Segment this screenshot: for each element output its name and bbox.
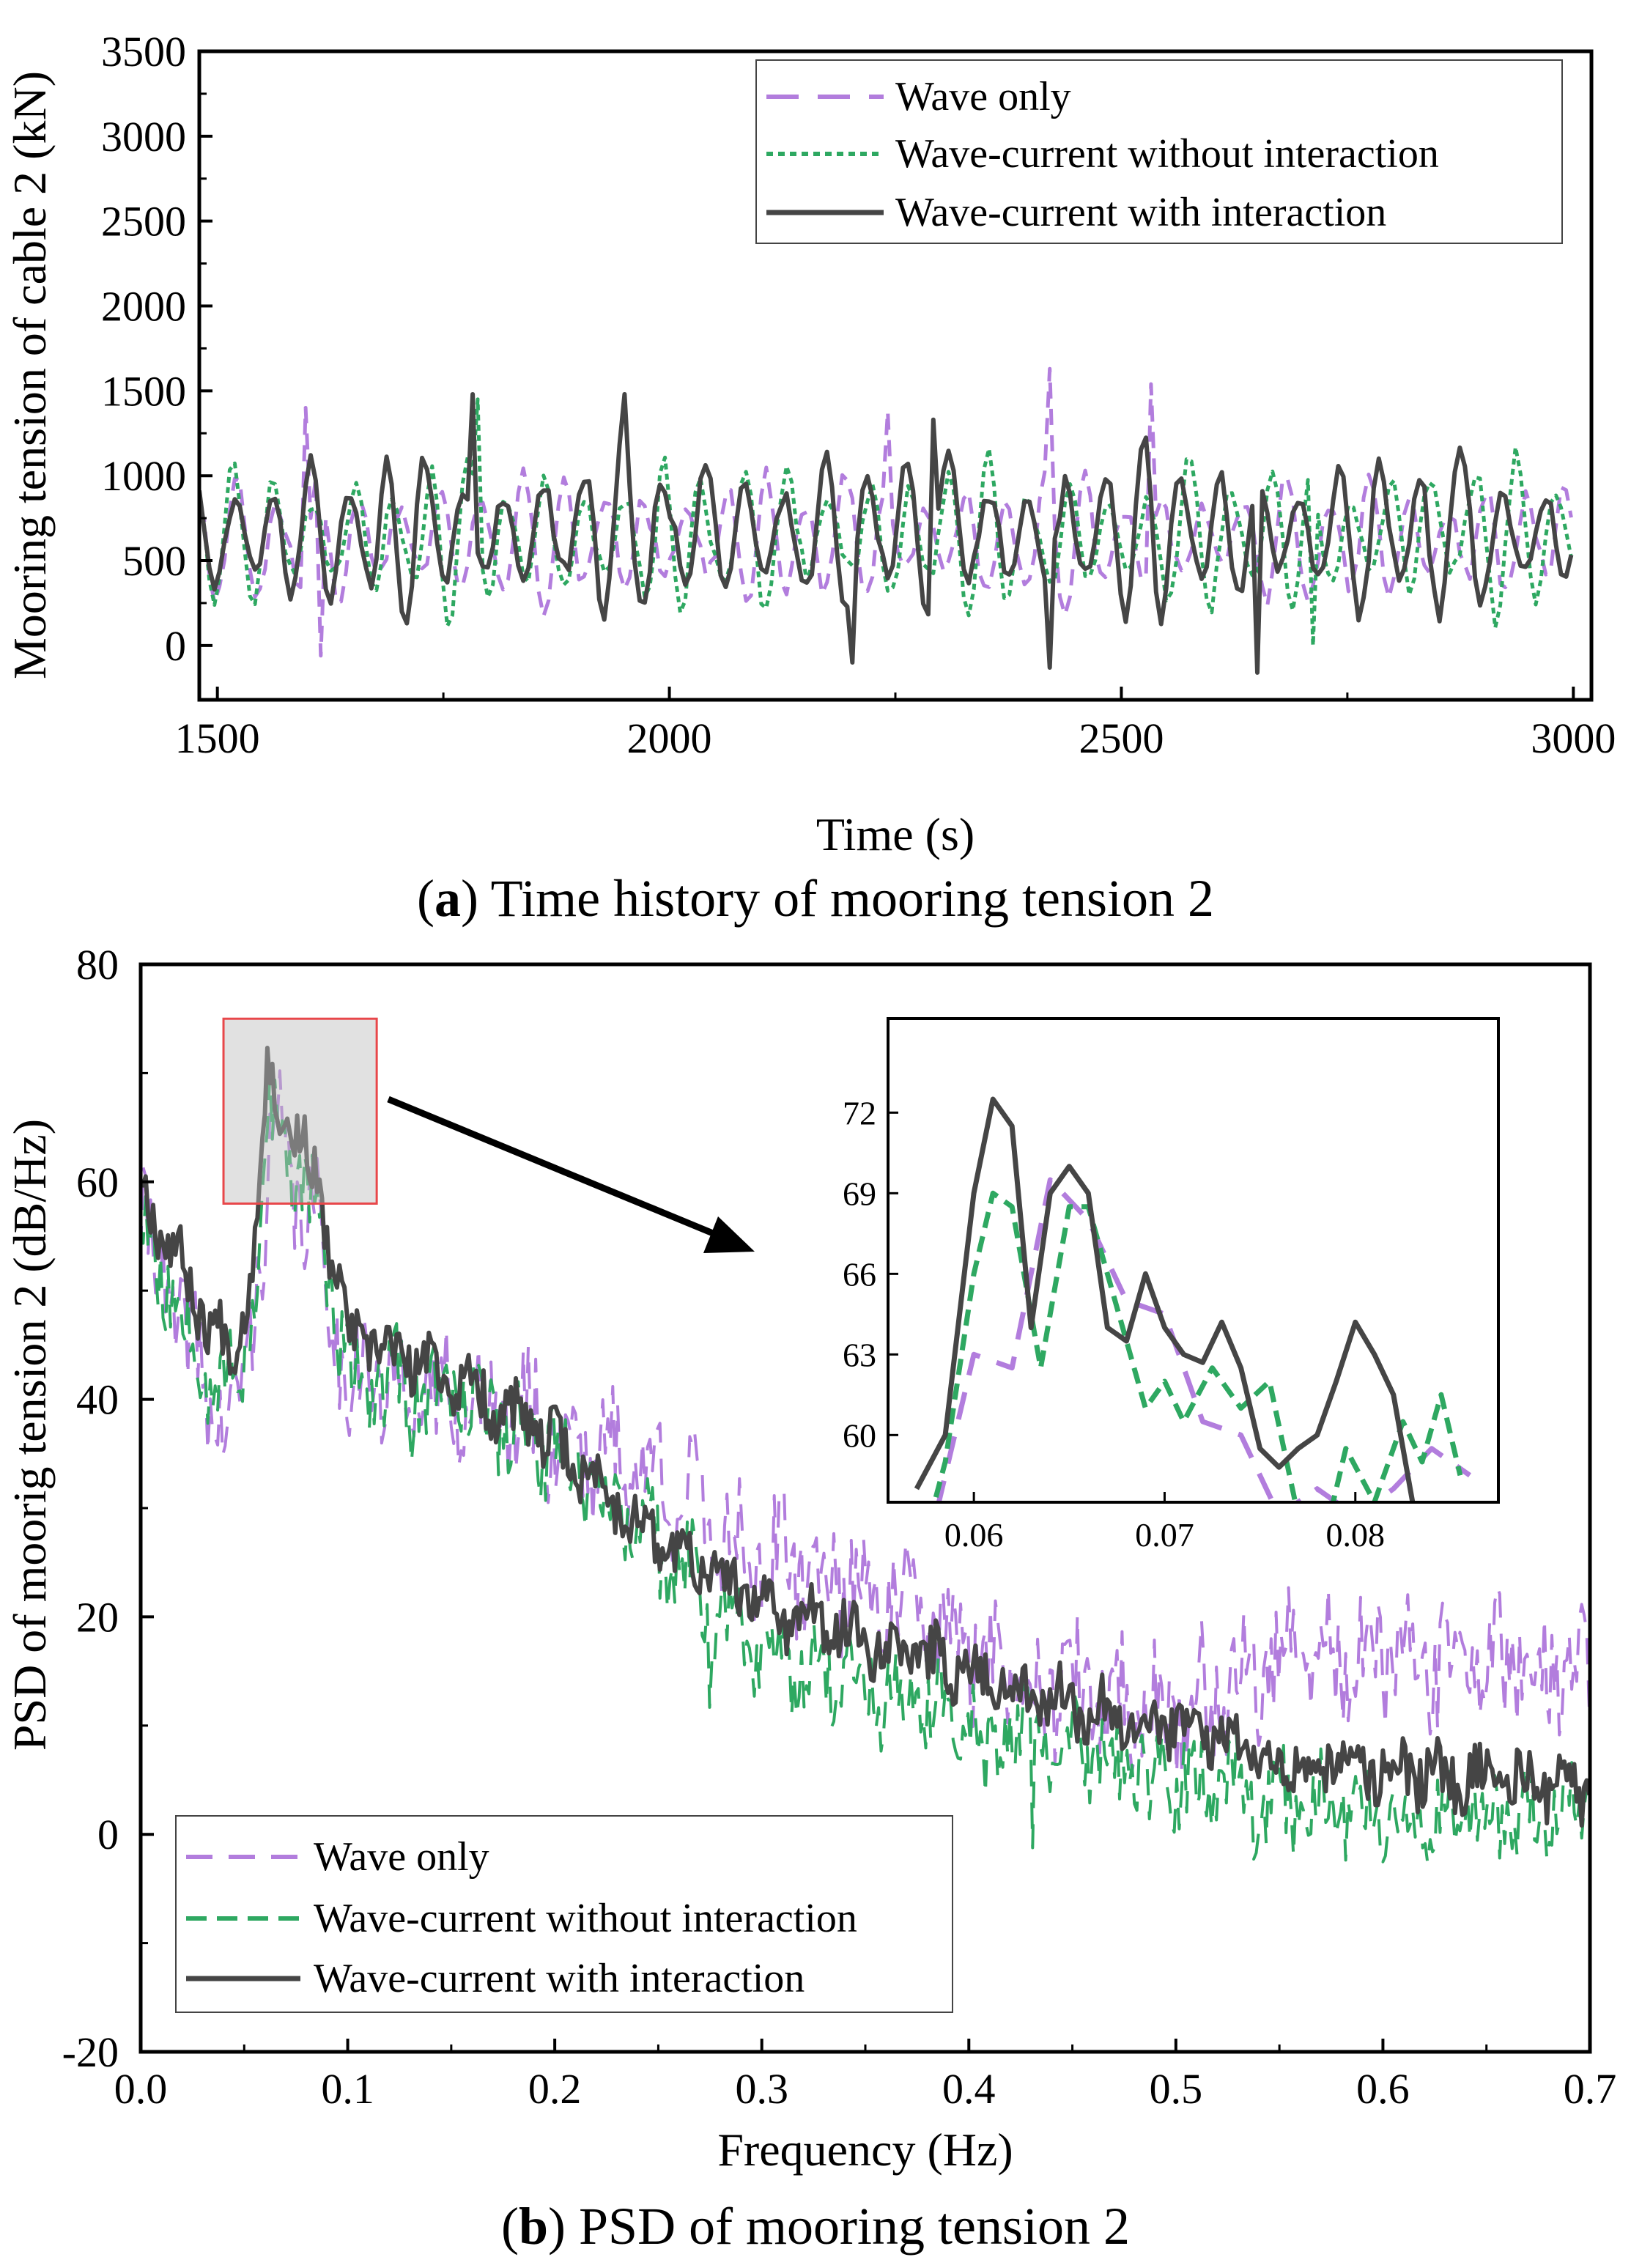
inset-frame [887, 1017, 1500, 1504]
b-y-tick-label: 60 [76, 1159, 119, 1206]
series-inset-wave-only [936, 1177, 1472, 1502]
series-inset-wave-current-with [914, 1096, 1417, 1502]
inset-background [888, 1019, 1498, 1502]
panel-b-caption-close: ) [548, 2197, 566, 2256]
b-y-tick-label: 0 [97, 1811, 119, 1858]
a-x-tick-label: 2000 [627, 714, 712, 762]
inset-y-tick-label: 60 [843, 1416, 876, 1454]
legend-b-label-wave-current-without: Wave-current without interaction [314, 1896, 857, 1941]
b-x-tick-label: 0.3 [735, 2065, 788, 2113]
inset-y-tick-label: 69 [843, 1175, 876, 1212]
panel-b-axes: 0.0 0.1 0.2 0.3 0.4 0.5 0.6 0.7 -20 0 20 40 60 80 [62, 941, 1617, 2113]
panel-b-legend: Wave only Wave-current without interacti… [175, 1815, 953, 2013]
panel-a-legend: Wave only Wave-current without interacti… [755, 59, 1563, 244]
panel-a-caption-letter: a [434, 869, 461, 928]
a-y-tick-label: 3500 [101, 28, 186, 75]
inset-x-tick-label: 0.06 [944, 1516, 1004, 1554]
panel-b-x-axis-label: Frequency (Hz) [717, 2124, 1013, 2176]
b-x-tick-label: 0.6 [1356, 2065, 1410, 2113]
panel-b-y-axis-label: PSD of moorig tension 2 (dB/Hz) [4, 1119, 56, 1751]
a-y-tick-label: 500 [122, 537, 186, 585]
series-a-wave-only [199, 366, 1573, 658]
panel-b-caption-open: ( [501, 2197, 519, 2256]
zoom-arrow-shaft [387, 1096, 727, 1242]
a-y-tick-label: 2000 [101, 283, 186, 330]
legend-a-label-wave-current-without: Wave-current without interaction [895, 131, 1439, 177]
series-b-wave-current-with [141, 1046, 1590, 1828]
series-inset-wave-current-without [931, 1190, 1463, 1502]
a-y-tick-label: 3000 [101, 113, 186, 160]
b-y-tick-label: 40 [76, 1376, 119, 1424]
b-x-tick-label: 0.4 [942, 2065, 996, 2113]
b-y-tick-label: -20 [62, 2028, 119, 2076]
legend-b-label-wave-current-with: Wave-current with interaction [314, 1956, 805, 2001]
panel-a-caption-text: Time history of mooring tension 2 [478, 869, 1214, 928]
a-x-tick-label: 3000 [1531, 714, 1616, 762]
panel-a-time-history: 1500 2000 2500 3000 0 500 1000 1500 2000 2500 3000… [4, 28, 1616, 928]
a-y-tick-label: 1000 [101, 452, 186, 500]
legend-a-label-wave-current-with: Wave-current with interaction [895, 190, 1386, 235]
series-a-wave-current-with [199, 392, 1574, 675]
legend-b-label-wave-only: Wave only [314, 1834, 489, 1880]
legend-a-label-wave-only: Wave only [895, 74, 1071, 119]
a-y-tick-label: 0 [165, 622, 186, 670]
b-x-tick-label: 0.0 [114, 2065, 168, 2113]
panel-b-series-group [141, 1046, 1590, 1866]
inset-x-tick-label: 0.08 [1326, 1516, 1386, 1554]
panel-b-caption-letter: b [519, 2197, 548, 2256]
b-x-tick-label: 0.1 [321, 2065, 374, 2113]
panel-b-caption: (b) PSD of mooring tension 2 [501, 2197, 1130, 2256]
panel-b-zoom-box [222, 1017, 378, 1205]
b-x-tick-label: 0.5 [1150, 2065, 1203, 2113]
panel-a-caption-open: ( [417, 869, 434, 928]
inset-y-tick-label: 66 [843, 1255, 876, 1293]
b-x-tick-label: 0.7 [1564, 2065, 1617, 2113]
b-y-tick-label: 20 [76, 1593, 119, 1641]
panel-b-inset: 0.06 0.07 0.08 60 63 66 69 72 [843, 1017, 1500, 1554]
a-x-tick-label: 2500 [1079, 714, 1164, 762]
a-x-tick-label: 1500 [175, 714, 260, 762]
panel-a-series-group [199, 366, 1574, 675]
inset-axes: 0.06 0.07 0.08 60 63 66 69 72 [843, 1094, 1385, 1554]
inset-series-group [914, 1096, 1472, 1502]
panel-a-caption: (a) Time history of mooring tension 2 [417, 869, 1214, 928]
a-y-tick-label: 1500 [101, 367, 186, 415]
b-x-tick-label: 0.2 [528, 2065, 582, 2113]
panel-a-legend-box [755, 59, 1563, 244]
zoom-arrow [387, 1096, 755, 1253]
b-y-tick-label: 80 [76, 941, 119, 989]
zoom-arrow-head [703, 1216, 755, 1253]
series-b-wave-only [141, 1069, 1590, 1776]
panel-a-y-axis-label: Mooring tension of cable 2 (kN) [4, 71, 56, 679]
inset-x-tick-label: 0.07 [1135, 1516, 1194, 1554]
panel-a-axes: 1500 2000 2500 3000 0 500 1000 1500 2000 2500 3000… [101, 28, 1616, 762]
series-a-wave-current-without [199, 397, 1573, 648]
panel-b-psd: 0.0 0.1 0.2 0.3 0.4 0.5 0.6 0.7 -20 0 20 40 60 80 0.0… [4, 941, 1616, 2256]
inset-y-tick-label: 72 [843, 1094, 876, 1131]
inset-y-tick-label: 63 [843, 1336, 876, 1373]
a-y-tick-label: 2500 [101, 198, 186, 245]
panel-a-caption-close: ) [461, 869, 478, 928]
panel-b-legend-box [175, 1815, 953, 2013]
series-b-wave-current-without [141, 1075, 1590, 1866]
panel-a-x-axis-label: Time (s) [816, 808, 974, 860]
panel-b-caption-text: PSD of mooring tension 2 [566, 2197, 1130, 2256]
